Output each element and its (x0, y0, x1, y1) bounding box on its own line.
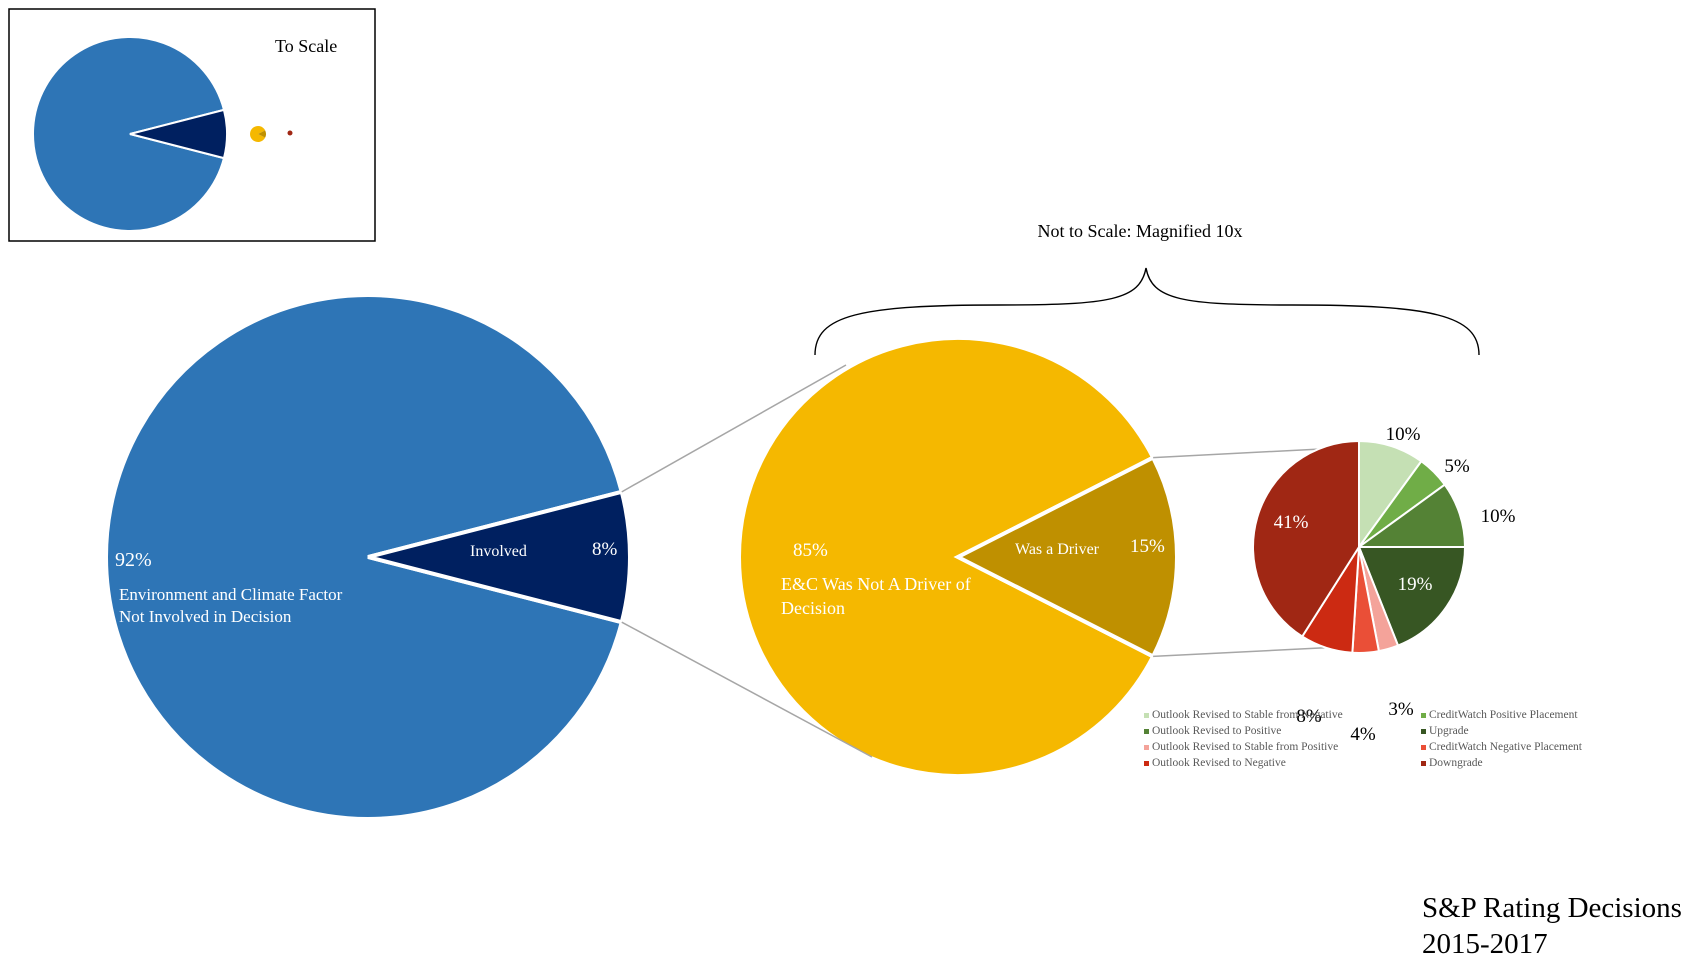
main-pie-category-label-0-line-1: Not Involved in Decision (119, 607, 292, 626)
legend-swatch-3 (1421, 729, 1426, 734)
mid-pie-category-label-0-line-0: E&C Was Not A Driver of (781, 574, 971, 594)
inset-main-slice-0 (32, 36, 226, 232)
legend-label-3: Upgrade (1429, 725, 1469, 737)
mid-pie-pct-label-0: 85% (793, 540, 828, 561)
main-pie-category-label-1: Involved (470, 543, 527, 560)
legend-swatch-0 (1144, 713, 1149, 718)
driver-pie-pct-label-1: 5% (1444, 456, 1470, 477)
main-pie-slice-1 (367, 489, 632, 625)
main-pie-category-label-0-line-0: Environment and Climate Factor (119, 585, 343, 604)
legend-swatch-6 (1144, 761, 1149, 766)
connector-line-bottom (621, 621, 873, 758)
legend-swatch-7 (1421, 761, 1426, 766)
driver-pie-pct-label-5: 4% (1350, 724, 1376, 745)
legend-label-4: Outlook Revised to Stable from Positive (1152, 741, 1338, 753)
driver-pie-pct-label-0: 10% (1386, 424, 1421, 445)
legend-label-7: Downgrade (1429, 757, 1483, 769)
inset-mid-slice-0 (250, 125, 266, 142)
driver-pie-pct-label-2: 10% (1481, 506, 1516, 527)
chart-title: S&P Rating Decisions 2015-2017 (1422, 890, 1682, 962)
legend-swatch-4 (1144, 745, 1149, 750)
magnify-note: Not to Scale: Magnified 10x (1038, 221, 1243, 241)
legend-label-1: CreditWatch Positive Placement (1429, 709, 1578, 721)
magnify-brace (814, 267, 1480, 356)
main-pie-pct-label-0: 92% (115, 549, 152, 571)
main-pie-pct-label-1: 8% (592, 539, 618, 560)
chart-title-line-2: 2015-2017 (1422, 928, 1548, 960)
driver-pie-pct-label-6: 8% (1296, 706, 1322, 727)
mid-pie-category-label-1: Was a Driver (1015, 541, 1100, 558)
connector-line-top (621, 364, 847, 493)
legend-swatch-2 (1144, 729, 1149, 734)
inset-driver-pie (287, 130, 293, 136)
driver-pie-pct-label-3: 19% (1398, 574, 1433, 595)
legend-label-2: Outlook Revised to Positive (1152, 725, 1281, 737)
driver-pie-slice-3 (1357, 546, 1467, 647)
mid-pie-category-label-0-line-1: Decision (781, 598, 845, 618)
driver-pie-pct-label-7: 41% (1274, 512, 1309, 533)
legend-swatch-5 (1421, 745, 1426, 750)
driver-pie-slice-7 (1252, 439, 1360, 638)
legend-label-6: Outlook Revised to Negative (1152, 757, 1286, 769)
inset-main-slice-1 (129, 108, 228, 160)
driver-pie-pct-label-4: 3% (1388, 699, 1414, 720)
inset-label: To Scale (275, 36, 337, 56)
legend-label-5: CreditWatch Negative Placement (1429, 741, 1583, 753)
mid-pie-slice-1 (953, 454, 1179, 660)
legend-swatch-1 (1421, 713, 1426, 718)
main-pie-slice-0 (104, 293, 625, 821)
mid-pie-pct-label-1: 15% (1130, 536, 1165, 557)
chart-title-line-1: S&P Rating Decisions (1422, 892, 1682, 924)
mid-pie-slice-0 (737, 336, 1156, 778)
inset-mid-slice-1 (258, 130, 266, 138)
legend-label-0: Outlook Revised to Stable from Negative (1152, 709, 1343, 721)
